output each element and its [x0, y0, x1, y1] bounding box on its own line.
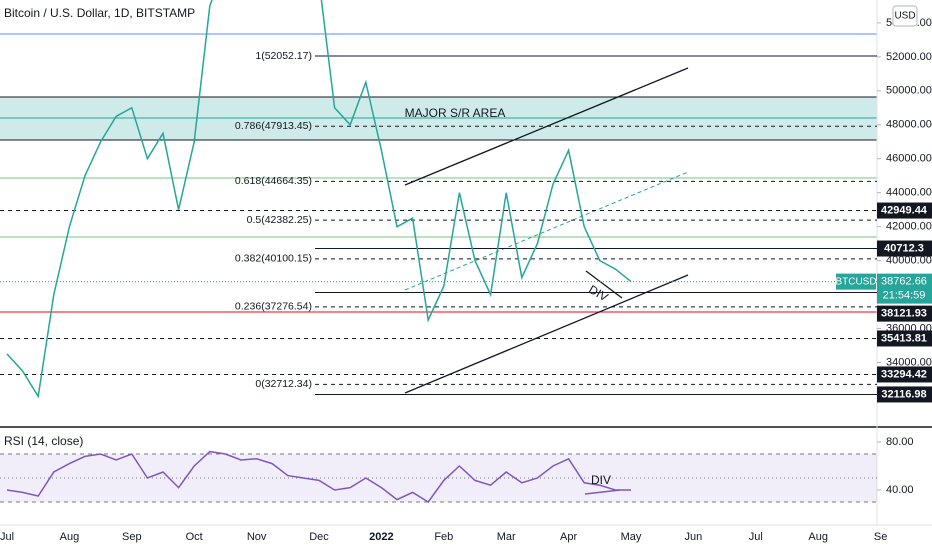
- channel-mid: [404, 171, 689, 291]
- y-tick-label: 46000.00: [886, 153, 932, 165]
- price-label-box: [877, 240, 932, 257]
- x-tick-label: Apr: [560, 531, 577, 543]
- price-label-box: [877, 330, 932, 347]
- x-tick-label: Aug: [808, 531, 828, 543]
- last-price-box: [877, 273, 932, 304]
- channel-line: [404, 67, 689, 186]
- symbol-badge: [836, 273, 876, 290]
- price-label: 42949.44: [881, 204, 928, 216]
- annotation: DIV: [591, 473, 611, 487]
- price-label: 35413.81: [881, 332, 927, 344]
- chart-title: Bitcoin / U.S. Dollar, 1D, BITSTAMP: [4, 6, 195, 20]
- y-tick-label: 80.00: [886, 436, 914, 448]
- x-tick-label: Aug: [60, 531, 80, 543]
- fib-label: 1(52052.17): [255, 50, 312, 62]
- price-label-box: [877, 202, 932, 219]
- fib-label: 0.236(37276.54): [235, 301, 312, 313]
- currency-label[interactable]: USD: [894, 11, 915, 22]
- x-tick-label: Dec: [309, 531, 329, 543]
- x-tick-label: Sep: [122, 531, 142, 543]
- x-tick-label: Mar: [497, 531, 516, 543]
- x-tick-label: Jun: [685, 531, 703, 543]
- price-label-box: [877, 305, 932, 322]
- x-tick-label: 2022: [369, 531, 393, 543]
- rsi-band: [0, 454, 877, 502]
- x-tick-label: Nov: [247, 531, 267, 543]
- fib-label: 0.618(44664.35): [235, 175, 312, 187]
- y-tick-label: 42000.00: [886, 221, 932, 233]
- x-tick-label: Feb: [434, 531, 453, 543]
- price-label: 38121.93: [881, 308, 927, 320]
- fib-label: 0(32712.34): [255, 378, 312, 390]
- y-tick-label: 48000.00: [886, 119, 932, 131]
- x-tick-label: Jul: [0, 531, 14, 543]
- y-tick-label: 50000.00: [886, 85, 932, 97]
- annotation: MAJOR S/R AREA: [405, 106, 506, 120]
- fib-label: 0.786(47913.45): [235, 120, 312, 132]
- price-label-box: [877, 386, 932, 403]
- x-tick-label: Se: [874, 531, 887, 543]
- fib-label: 0.5(42382.25): [247, 214, 312, 226]
- price-label: 32116.98: [881, 388, 926, 400]
- symbol-label: BTCUSD: [835, 276, 876, 287]
- rsi-title: RSI (14, close): [4, 434, 83, 448]
- x-tick-label: May: [621, 531, 642, 543]
- y-tick-label: 40000.00: [886, 255, 932, 267]
- y-tick-label: 44000.00: [886, 187, 932, 199]
- price-label-box: [877, 366, 932, 383]
- div-line: [584, 489, 621, 495]
- series-line: [6, 0, 632, 399]
- channel-line: [404, 274, 689, 394]
- x-tick-label: Jul: [749, 531, 763, 543]
- countdown: 21:54:59: [883, 290, 926, 302]
- x-tick-label: Oct: [186, 531, 203, 543]
- currency-button[interactable]: [892, 5, 918, 27]
- y-tick-label: 52000.00: [886, 51, 932, 63]
- y-tick-label: 40.00: [886, 484, 914, 496]
- last-price-label: 38762.66: [881, 276, 927, 288]
- price-label: 40712.3: [884, 242, 924, 254]
- y-tick-label: 34000.00: [886, 356, 932, 368]
- price-label: 33294.42: [881, 368, 927, 380]
- series-line: [6, 450, 631, 504]
- fib-label: 0.382(40100.15): [235, 253, 312, 265]
- div-line: [585, 270, 623, 299]
